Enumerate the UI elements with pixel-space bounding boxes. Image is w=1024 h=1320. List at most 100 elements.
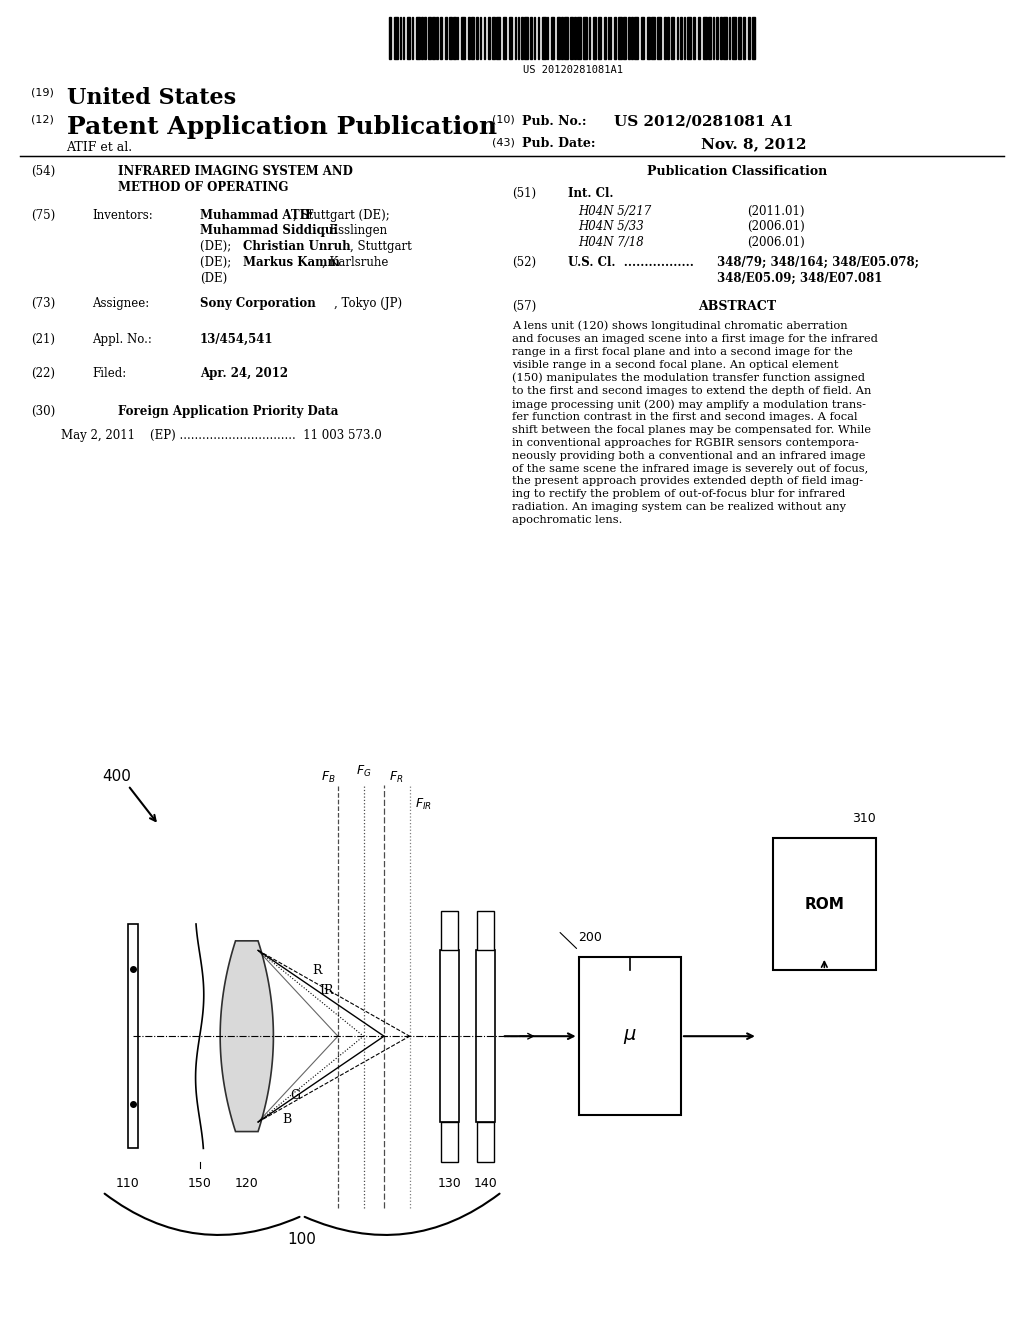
Bar bbox=[457, 17, 459, 59]
Bar bbox=[732, 17, 736, 59]
Bar bbox=[603, 17, 606, 59]
Text: G: G bbox=[290, 1089, 300, 1102]
Bar bbox=[487, 17, 489, 59]
Text: H04N 7/18: H04N 7/18 bbox=[579, 236, 644, 249]
Bar bbox=[529, 17, 531, 59]
Bar bbox=[524, 17, 528, 59]
Bar bbox=[492, 17, 495, 59]
Bar bbox=[664, 17, 666, 59]
Bar bbox=[593, 17, 596, 59]
Text: US 20120281081A1: US 20120281081A1 bbox=[523, 65, 624, 75]
Bar bbox=[407, 17, 410, 59]
Text: $F_G$: $F_G$ bbox=[355, 764, 372, 779]
Text: , Esslingen: , Esslingen bbox=[322, 224, 387, 238]
Bar bbox=[657, 17, 660, 59]
Bar bbox=[515, 17, 516, 59]
Bar bbox=[721, 17, 722, 59]
Text: 200: 200 bbox=[579, 931, 602, 944]
Bar bbox=[646, 17, 650, 59]
Bar bbox=[713, 17, 715, 59]
Bar bbox=[412, 17, 413, 59]
Bar bbox=[667, 17, 669, 59]
Text: (22): (22) bbox=[31, 367, 54, 380]
Text: (21): (21) bbox=[31, 333, 54, 346]
Bar bbox=[723, 17, 727, 59]
Bar bbox=[589, 17, 590, 59]
Bar bbox=[671, 17, 674, 59]
Text: , Tokyo (JP): , Tokyo (JP) bbox=[334, 297, 402, 310]
Bar bbox=[509, 17, 512, 59]
Text: 130: 130 bbox=[437, 1177, 462, 1191]
Text: (12): (12) bbox=[31, 115, 53, 125]
Text: (51): (51) bbox=[512, 187, 537, 201]
Bar bbox=[477, 911, 494, 950]
Bar bbox=[543, 17, 546, 59]
Bar bbox=[399, 17, 401, 59]
Text: United States: United States bbox=[67, 87, 236, 110]
Text: Int. Cl.: Int. Cl. bbox=[568, 187, 613, 201]
Text: A lens unit (120) shows longitudinal chromatic aberration
and focuses an imaged : A lens unit (120) shows longitudinal chr… bbox=[512, 321, 878, 525]
Text: (DE): (DE) bbox=[200, 272, 227, 285]
Bar bbox=[578, 17, 581, 59]
Text: 150: 150 bbox=[187, 1177, 212, 1191]
Bar bbox=[402, 17, 403, 59]
Text: 348/E05.09; 348/E07.081: 348/E05.09; 348/E07.081 bbox=[717, 272, 882, 285]
Text: , Karlsruhe: , Karlsruhe bbox=[322, 256, 388, 269]
Text: $F_R$: $F_R$ bbox=[389, 771, 403, 785]
Text: (DE);: (DE); bbox=[200, 240, 234, 253]
Bar bbox=[709, 17, 711, 59]
Text: Patent Application Publication: Patent Application Publication bbox=[67, 115, 497, 139]
Text: (75): (75) bbox=[31, 209, 55, 222]
Text: Appl. No.:: Appl. No.: bbox=[92, 333, 152, 346]
Bar bbox=[477, 1122, 494, 1162]
Bar bbox=[773, 838, 876, 970]
Bar bbox=[561, 17, 563, 59]
Text: METHOD OF OPERATING: METHOD OF OPERATING bbox=[118, 181, 288, 194]
Text: B: B bbox=[283, 1113, 292, 1126]
Bar bbox=[421, 17, 423, 59]
Bar bbox=[610, 17, 611, 59]
Text: 13/454,541: 13/454,541 bbox=[200, 333, 273, 346]
Text: (73): (73) bbox=[31, 297, 55, 310]
Bar bbox=[436, 17, 438, 59]
Bar bbox=[716, 17, 719, 59]
Text: $F_B$: $F_B$ bbox=[322, 771, 336, 785]
Text: (10): (10) bbox=[492, 115, 514, 125]
Text: US 2012/0281081 A1: US 2012/0281081 A1 bbox=[614, 115, 794, 129]
Text: (DE);: (DE); bbox=[200, 256, 234, 269]
Bar bbox=[534, 17, 536, 59]
Text: Assignee:: Assignee: bbox=[92, 297, 150, 310]
Text: 100: 100 bbox=[288, 1232, 316, 1246]
Bar bbox=[503, 17, 507, 59]
Text: U.S. Cl.  .................: U.S. Cl. ................. bbox=[568, 256, 694, 269]
Bar bbox=[476, 950, 495, 1122]
Bar bbox=[570, 17, 572, 59]
Text: May 2, 2011    (EP) ...............................  11 003 573.0: May 2, 2011 (EP) .......................… bbox=[61, 429, 382, 442]
Bar bbox=[702, 17, 707, 59]
Text: Apr. 24, 2012: Apr. 24, 2012 bbox=[200, 367, 288, 380]
Bar bbox=[598, 17, 601, 59]
Bar bbox=[428, 17, 430, 59]
Bar bbox=[743, 17, 745, 59]
Text: (2006.01): (2006.01) bbox=[748, 236, 805, 249]
Text: Muhammad Siddiqui: Muhammad Siddiqui bbox=[200, 224, 338, 238]
Bar bbox=[538, 17, 540, 59]
Bar bbox=[483, 17, 485, 59]
Bar bbox=[547, 17, 548, 59]
Text: (30): (30) bbox=[31, 405, 55, 418]
Text: (2006.01): (2006.01) bbox=[748, 220, 805, 234]
Bar bbox=[394, 17, 397, 59]
Bar bbox=[441, 1122, 458, 1162]
Bar bbox=[613, 17, 615, 59]
Text: Muhammad ATIF: Muhammad ATIF bbox=[200, 209, 313, 222]
Bar bbox=[556, 17, 560, 59]
Bar bbox=[461, 17, 465, 59]
Text: INFRARED IMAGING SYSTEM AND: INFRARED IMAGING SYSTEM AND bbox=[118, 165, 352, 178]
Text: Filed:: Filed: bbox=[92, 367, 126, 380]
Text: IR: IR bbox=[319, 983, 334, 997]
Text: H04N 5/33: H04N 5/33 bbox=[579, 220, 644, 234]
Text: (57): (57) bbox=[512, 300, 537, 313]
Text: $\mu$: $\mu$ bbox=[623, 1027, 637, 1045]
Bar bbox=[631, 17, 633, 59]
Bar bbox=[424, 17, 426, 59]
